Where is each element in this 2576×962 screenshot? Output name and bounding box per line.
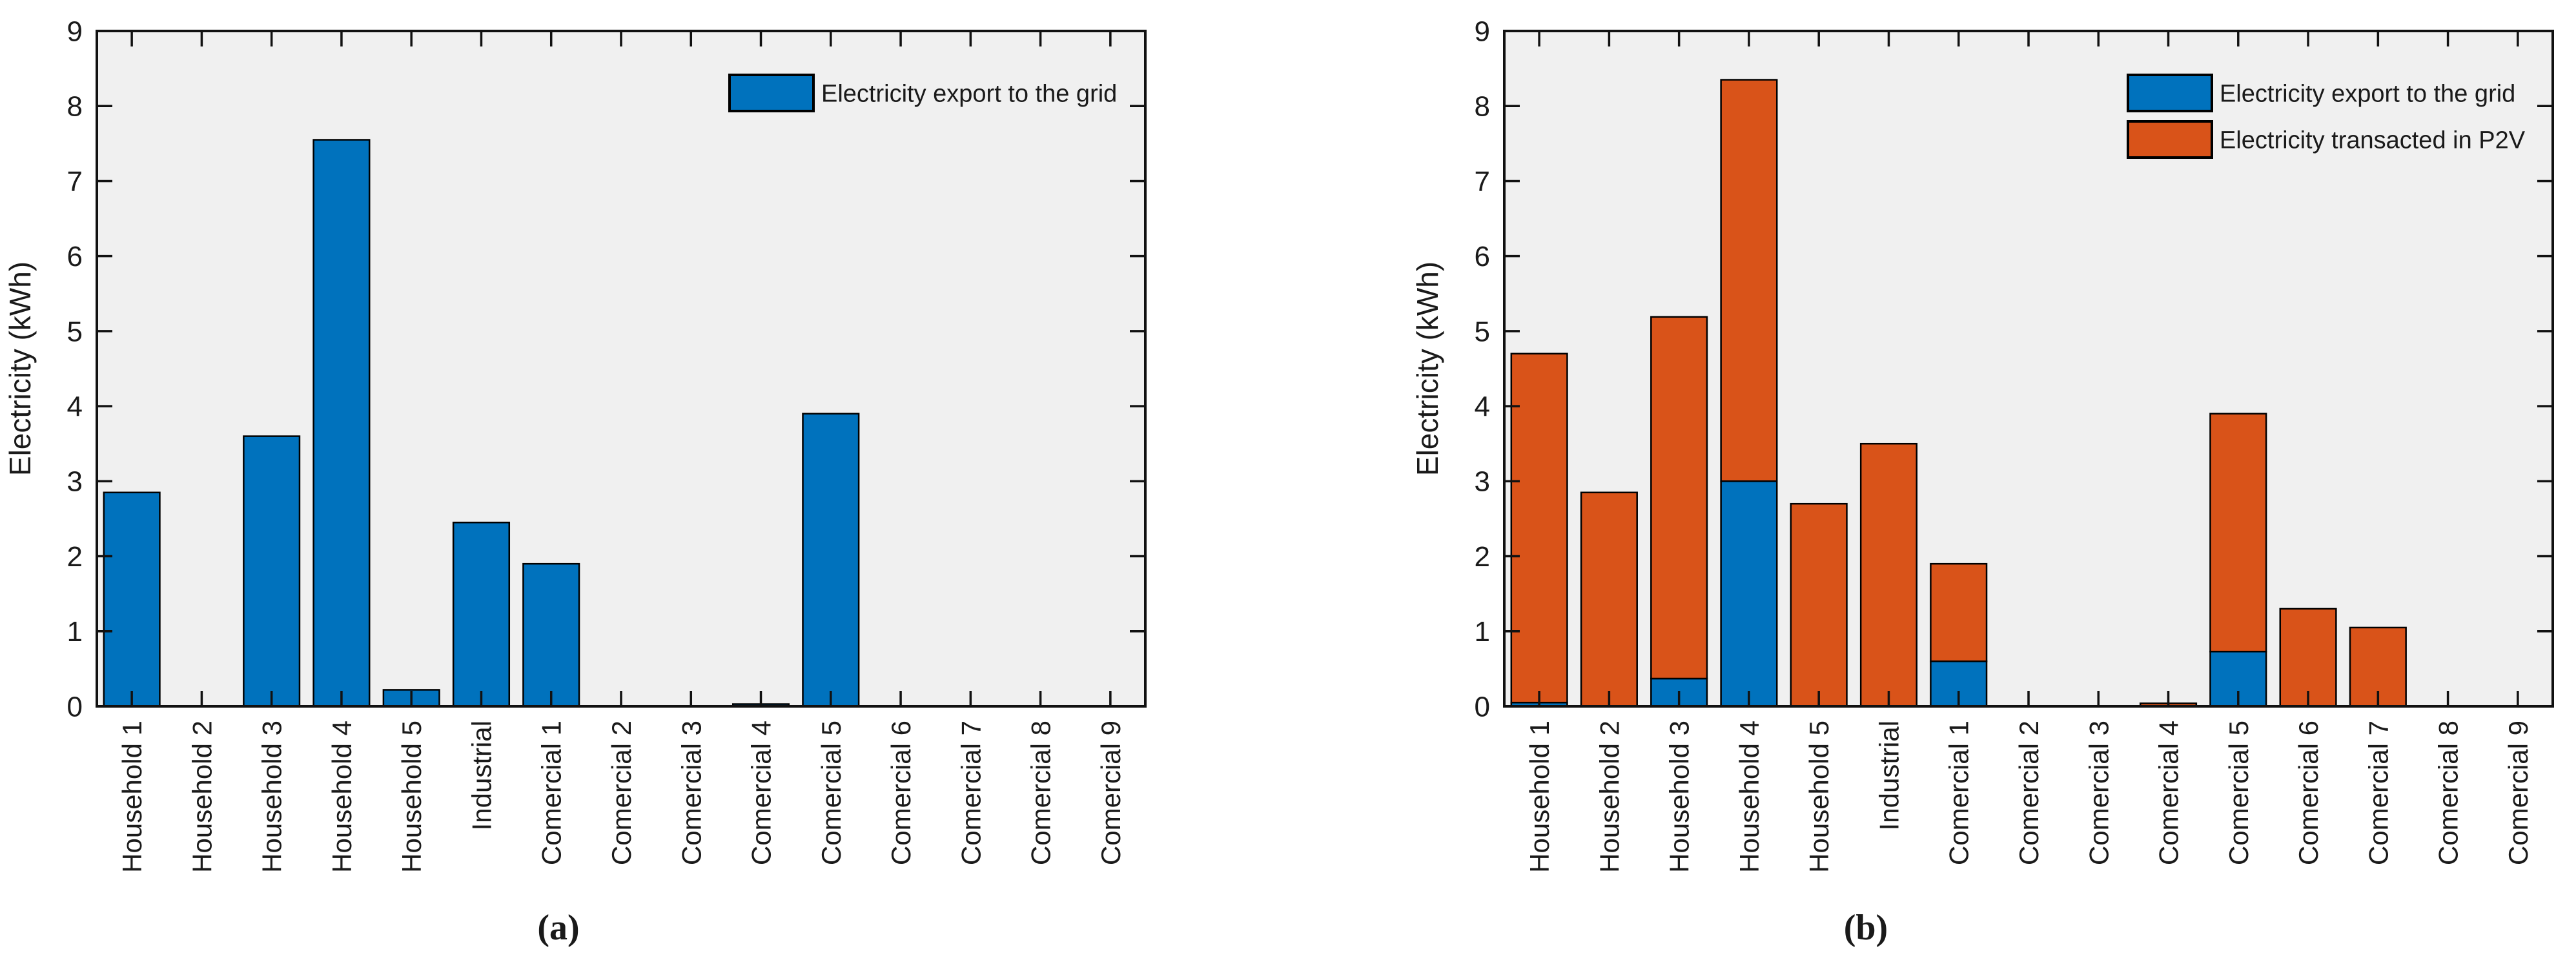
x-tick-label-household-3: Household 3 [1664, 721, 1695, 873]
bar-comercial-6-p2v [2279, 608, 2337, 708]
bar-household-1-p2v [1510, 353, 1568, 704]
bar-household-4 [312, 139, 371, 708]
y-tick-label: 5 [67, 316, 83, 347]
legend-swatch-export [728, 74, 815, 112]
bar-comercial-1 [522, 562, 580, 708]
bar-chart-a: 0 1 2 3 4 5 6 7 8 9 Household 1 Household 2 Househol… [3, 15, 1147, 948]
y-tick-label: 0 [67, 691, 83, 722]
y-tick-label: 6 [1475, 241, 1490, 272]
y-tick-label: 2 [1475, 541, 1490, 573]
y-tick-label: 7 [1475, 166, 1490, 198]
y-tick-label: 0 [1475, 691, 1490, 722]
bar-household-5-p2v [1790, 502, 1848, 708]
y-tick-label: 1 [67, 616, 83, 648]
y-tick-label: 1 [1475, 616, 1490, 648]
x-tick-label-comercial-2: Comercial 2 [2014, 721, 2044, 865]
y-tick-label: 3 [1475, 466, 1490, 498]
x-tick-label-comercial-3: Comercial 3 [2083, 721, 2114, 865]
x-tick-label-household-5: Household 5 [396, 721, 427, 873]
bar-chart-b: 0 1 2 3 4 5 6 7 8 9 Household 1 Household 2 Househol… [1411, 15, 2554, 948]
y-axis-label: Electricity (kWh) [3, 261, 37, 476]
y-tick-label: 5 [1475, 316, 1490, 347]
x-tick-label-household-4: Household 4 [1734, 721, 1764, 873]
bar-household-4-p2v [1720, 79, 1778, 482]
x-tick-label-comercial-8: Comercial 8 [1026, 721, 1056, 865]
x-tick-label-comercial-6: Comercial 6 [2293, 721, 2324, 865]
x-tick-label-comercial-6: Comercial 6 [886, 721, 916, 865]
caption-b: (b) [1844, 908, 1888, 948]
y-tick-label: 4 [67, 391, 83, 423]
legend-label-export: Electricity export to the grid [2220, 80, 2515, 107]
legend-swatch-export [2127, 74, 2213, 112]
bar-household-2-p2v [1580, 491, 1638, 708]
x-tick-label-comercial-9: Comercial 9 [1096, 721, 1126, 865]
legend-swatch-p2v [2127, 120, 2213, 159]
legend-label-p2v: Electricity transacted in P2V [2220, 127, 2526, 154]
y-tick-label: 7 [67, 166, 83, 198]
x-tick-label-household-2: Household 2 [1594, 721, 1624, 873]
chart-panel-b: 0 1 2 3 4 5 6 7 8 9 Household 1 Household 2 Househol… [1288, 0, 2576, 962]
x-tick-label-household-2: Household 2 [187, 721, 217, 873]
y-tick-label: 8 [67, 91, 83, 123]
x-tick-label-comercial-4: Comercial 4 [2154, 721, 2184, 865]
x-tick-label-household-1: Household 1 [1524, 721, 1555, 873]
bar-household-3 [243, 435, 301, 708]
x-tick-label-comercial-8: Comercial 8 [2433, 721, 2464, 865]
y-tick-label: 4 [1475, 391, 1490, 423]
x-tick-label-comercial-5: Comercial 5 [816, 721, 846, 865]
x-tick-label-comercial-2: Comercial 2 [606, 721, 637, 865]
x-tick-label-comercial-7: Comercial 7 [956, 721, 986, 865]
x-tick-label-household-5: Household 5 [1804, 721, 1834, 873]
bar-industrial [452, 522, 511, 708]
x-tick-label-comercial-5: Comercial 5 [2223, 721, 2254, 865]
y-tick-label: 9 [1475, 15, 1490, 47]
y-axis-label: Electricity (kWh) [1411, 261, 1444, 476]
bar-household-4-export [1720, 480, 1778, 708]
y-tick-label: 3 [67, 466, 83, 498]
bar-industrial-p2v [1859, 442, 1918, 708]
x-tick-label-household-1: Household 1 [117, 721, 147, 873]
y-tick-label: 2 [67, 541, 83, 573]
y-tick-label: 8 [1475, 91, 1490, 123]
x-tick-label-household-3: Household 3 [257, 721, 287, 873]
x-tick-label-comercial-9: Comercial 9 [2503, 721, 2533, 865]
bar-comercial-5 [802, 413, 860, 708]
chart-panel-a: 0 1 2 3 4 5 6 7 8 9 Household 1 Household 2 Househol… [3, 15, 1147, 948]
bar-household-3-p2v [1650, 316, 1708, 680]
bar-comercial-5-p2v [2209, 413, 2267, 653]
x-tick-label-comercial-1: Comercial 1 [1944, 721, 1974, 865]
x-tick-label-comercial-4: Comercial 4 [746, 721, 777, 865]
x-tick-label-comercial-3: Comercial 3 [676, 721, 706, 865]
x-tick-label-industrial: Industrial [1874, 721, 1904, 830]
bar-comercial-1-p2v [1930, 562, 1988, 662]
x-tick-label-household-4: Household 4 [327, 721, 357, 873]
x-tick-label-comercial-7: Comercial 7 [2363, 721, 2393, 865]
y-tick-label: 9 [67, 15, 83, 47]
x-tick-label-comercial-1: Comercial 1 [537, 721, 567, 865]
caption-a: (a) [537, 908, 579, 948]
x-tick-label-industrial: Industrial [466, 721, 496, 830]
bar-household-1 [103, 491, 161, 708]
legend-label-export: Electricity export to the grid [821, 80, 1117, 107]
y-tick-label: 6 [67, 241, 83, 272]
